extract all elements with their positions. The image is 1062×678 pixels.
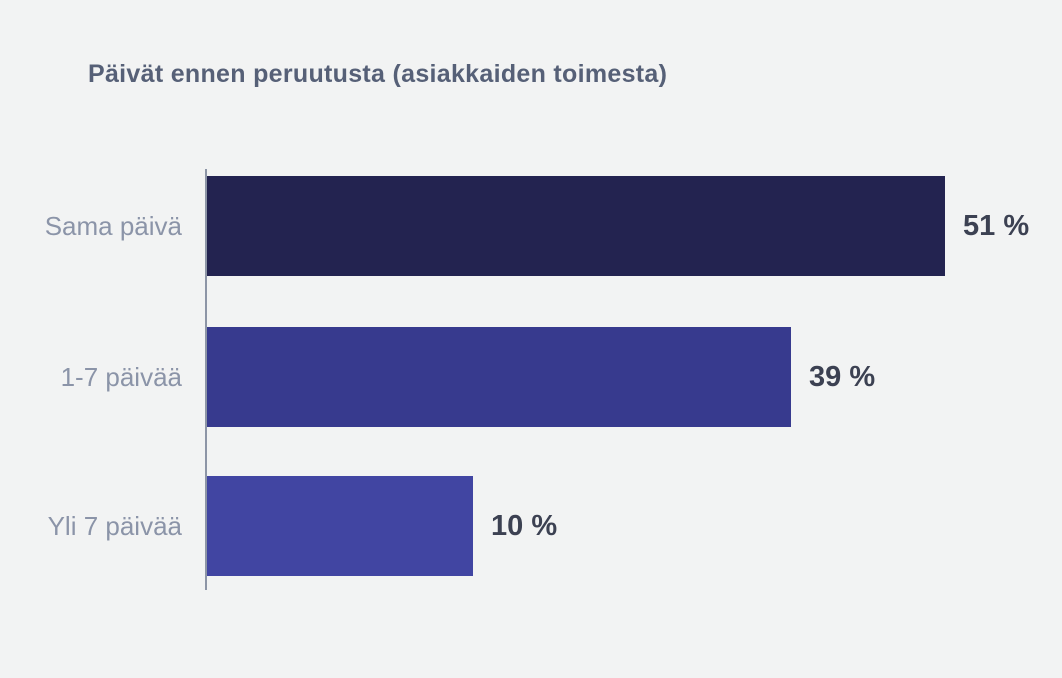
bar	[207, 327, 791, 427]
bar	[207, 476, 473, 576]
y-axis-line	[205, 169, 207, 590]
category-label: Yli 7 päivää	[47, 511, 182, 541]
value-label: 51 %	[963, 210, 1030, 242]
value-label: 39 %	[809, 361, 876, 393]
value-label: 10 %	[491, 510, 558, 542]
category-label: 1-7 päivää	[60, 362, 182, 392]
chart-row: Yli 7 päivää 10 %	[0, 476, 1062, 576]
chart-row: 1-7 päivää 39 %	[0, 327, 1062, 427]
bar	[207, 176, 945, 276]
chart-title: Päivät ennen peruutusta (asiakkaiden toi…	[88, 60, 668, 88]
chart-row: Sama päivä 51 %	[0, 176, 1062, 276]
category-label: Sama päivä	[44, 211, 182, 241]
